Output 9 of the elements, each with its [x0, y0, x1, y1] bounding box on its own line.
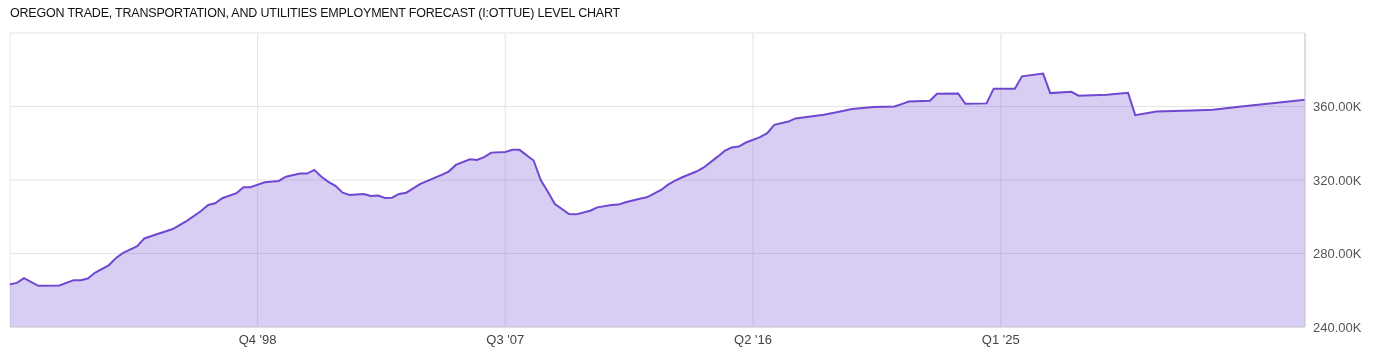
y-tick-label: 280.00K: [1313, 246, 1362, 262]
y-tick-label: 320.00K: [1313, 172, 1362, 188]
y-tick-label: 240.00K: [1313, 319, 1362, 335]
x-tick-label: Q1 '25: [981, 332, 1020, 348]
x-tick-label: Q3 '07: [486, 332, 525, 348]
x-tick-label: Q4 '98: [238, 332, 277, 348]
x-tick-label: Q2 '16: [734, 332, 772, 348]
y-tick-label: 360.00K: [1313, 99, 1362, 115]
chart-title: OREGON TRADE, TRANSPORTATION, AND UTILITIES EMPLOYMENT FORECAST (I:OTTUE) LEVEL CHART: [10, 6, 620, 20]
